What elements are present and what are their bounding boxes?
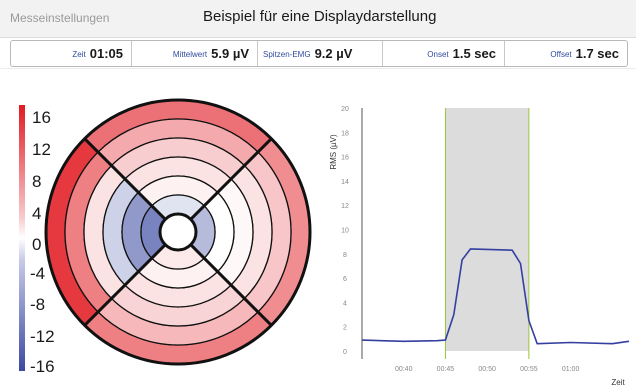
stat-offset-label: Offset xyxy=(550,50,572,59)
legend-tick: -8 xyxy=(30,295,46,314)
x-tick-label: 00:40 xyxy=(395,366,413,373)
rms-trace-line xyxy=(361,248,630,345)
legend-tick: 8 xyxy=(32,172,42,191)
legend-tick: 4 xyxy=(32,204,42,223)
stat-time-value: 01:05 xyxy=(89,46,123,61)
bullseye-sector-divider xyxy=(83,243,167,327)
stat-peak-value: 9.2 µV xyxy=(314,46,353,61)
y-tick-label: 4 xyxy=(343,300,347,307)
y-tick-label: 12 xyxy=(341,203,349,210)
stat-peak: Spitzen-EMG 9.2 µV xyxy=(258,41,383,66)
stat-onset-label: Onset xyxy=(427,50,449,59)
y-tick-label: 20 xyxy=(341,106,349,113)
stat-onset: Onset 1.5 sec xyxy=(383,41,505,66)
bullseye-heatmap xyxy=(44,98,312,366)
bullseye-sector-divider xyxy=(189,243,273,327)
stat-onset-value: 1.5 sec xyxy=(452,46,496,61)
x-tick-label: 01:00 xyxy=(562,366,580,373)
y-tick-label: 8 xyxy=(343,252,347,259)
bullseye-sector-divider xyxy=(83,137,167,221)
stat-time-label: Zeit xyxy=(72,50,86,59)
legend-tick: -16 xyxy=(30,357,55,376)
legend-tick: -4 xyxy=(30,264,46,283)
color-scale-bar xyxy=(19,105,25,371)
x-tick-label: 00:50 xyxy=(478,366,496,373)
y-tick-label: 6 xyxy=(343,276,347,283)
y-tick-label: 14 xyxy=(341,179,349,186)
top-bar: Messeinstellungen Beispiel für eine Disp… xyxy=(0,0,636,38)
stat-offset: Offset 1.7 sec xyxy=(505,41,627,66)
y-tick-label: 18 xyxy=(341,130,349,137)
bullseye-outer-ring xyxy=(44,98,312,366)
stats-bar: Zeit 01:05 Mittelwert 5.9 µV Spitzen-EMG… xyxy=(10,40,628,67)
color-scale-legend: 16 12 8 4 0 -4 -8 -12 -16 xyxy=(0,100,70,380)
legend-tick: -12 xyxy=(30,327,55,346)
bullseye-sector-divider xyxy=(189,137,273,221)
legend-tick: 0 xyxy=(32,235,42,254)
x-tick-label: 00:55 xyxy=(520,366,538,373)
measurement-settings-menu[interactable]: Messeinstellungen xyxy=(10,11,110,25)
x-tick-label: 00:45 xyxy=(437,366,455,373)
stat-peak-label: Spitzen-EMG xyxy=(263,50,311,59)
y-tick-label: 16 xyxy=(341,155,349,162)
page-title: Beispiel für eine Displaydarstellung xyxy=(203,8,437,25)
legend-tick: 12 xyxy=(32,140,51,159)
stat-time: Zeit 01:05 xyxy=(11,41,132,66)
rms-line-chart: 0 2 4 6 8 10 12 14 16 18 20 00:40 00:45 00:50 00:55 01:… xyxy=(329,106,630,386)
legend-tick: 16 xyxy=(32,108,51,127)
y-tick-label: 10 xyxy=(341,228,349,235)
y-tick-label: 0 xyxy=(343,349,347,356)
active-window xyxy=(445,108,529,351)
stat-mean-value: 5.9 µV xyxy=(211,46,249,61)
x-axis-label: Zeit xyxy=(611,378,625,386)
y-tick-label: 2 xyxy=(343,325,347,332)
stat-mean-label: Mittelwert xyxy=(172,50,208,59)
stat-mean: Mittelwert 5.9 µV xyxy=(132,41,258,66)
bullseye-center xyxy=(158,212,198,252)
y-axis-label: RMS (µV) xyxy=(329,134,338,170)
stat-offset-value: 1.7 sec xyxy=(575,46,619,61)
divider xyxy=(0,68,636,69)
